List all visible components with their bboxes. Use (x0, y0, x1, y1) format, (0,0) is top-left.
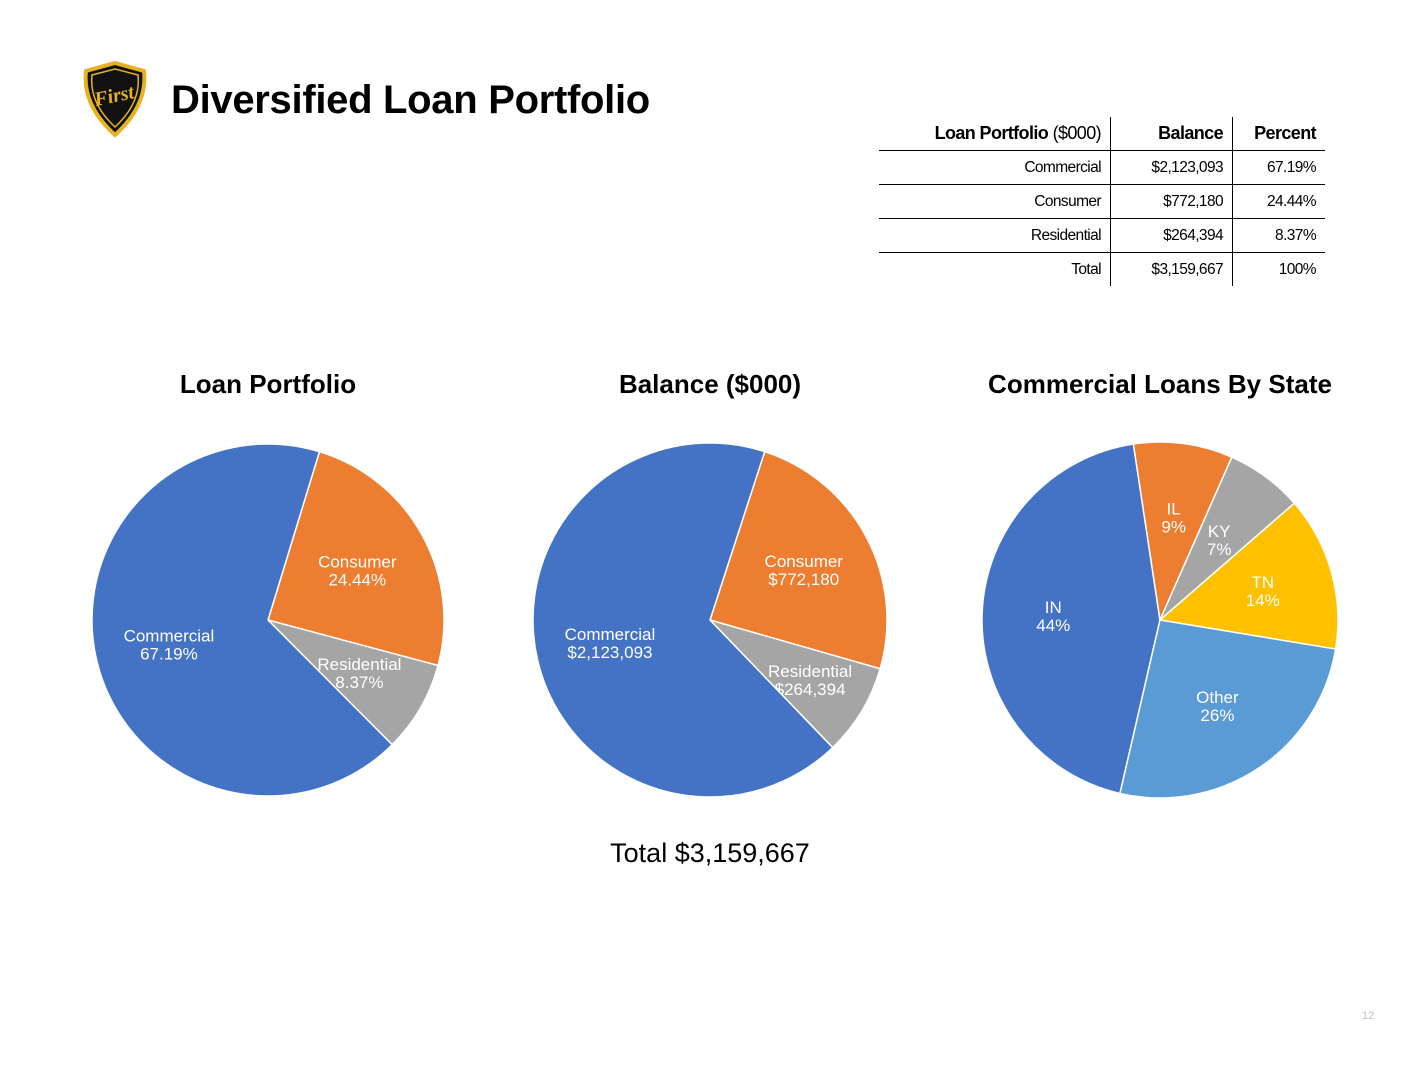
pie-slice-tn (1158, 502, 1339, 650)
slice-value: 26% (1200, 706, 1234, 725)
slice-label-il: IL 9% (1161, 500, 1186, 537)
slice-category: TN (1251, 573, 1274, 592)
table-row: Consumer $772,180 24.44% (879, 184, 1325, 219)
pie-slice-in (981, 443, 1161, 795)
total-balance-label: Total $3,159,667 (610, 838, 810, 868)
slice-label-tn: TN 14% (1246, 573, 1280, 610)
slice-category: IN (1045, 598, 1062, 617)
slice-value: $264,394 (775, 680, 846, 699)
row-percent: 24.44% (1232, 184, 1325, 219)
row-balance: $3,159,667 (1110, 252, 1233, 286)
slice-label-commercial: Commercial $2,123,093 (565, 625, 656, 662)
row-label: Residential (879, 218, 1111, 253)
chart-title-balance: Balance ($000) (618, 369, 802, 399)
row-percent: 100% (1232, 252, 1325, 286)
chart-title-loan-portfolio: Loan Portfolio (179, 369, 357, 399)
slice-category: IL (1167, 500, 1181, 519)
pie-slice-residential (265, 618, 439, 746)
slice-label-residential: Residential $264,394 (768, 662, 852, 699)
slice-value: 14% (1246, 591, 1280, 610)
header-unit: ($000) (1052, 123, 1102, 143)
slice-label-in: IN 44% (1036, 598, 1070, 635)
pie-chart-balance: Consumer $772,180 Residential $264,394 Comme… (532, 442, 888, 798)
pie-slice-other (1119, 619, 1337, 799)
slice-label-residential: Residential 8.37% (317, 655, 401, 692)
pie-slice-consumer (267, 450, 445, 667)
slice-category: Consumer (318, 552, 397, 571)
table-row-total: Total $3,159,667 100% (879, 252, 1325, 286)
pie-slice-commercial (91, 443, 394, 797)
table-row: Residential $264,394 8.37% (879, 218, 1325, 253)
table-header-row: Loan Portfolio ($000) Balance Percent (879, 117, 1325, 151)
pie-slice-consumer (709, 450, 888, 670)
row-label: Commercial (879, 150, 1111, 185)
row-label: Total (1071, 260, 1101, 278)
slice-value: 24.44% (328, 570, 386, 589)
header-balance: Balance (1110, 117, 1233, 151)
slice-category: Other (1196, 688, 1239, 707)
slice-value: 9% (1161, 518, 1186, 537)
table-row: Commercial $2,123,093 67.19% (879, 150, 1325, 185)
slice-value: 67.19% (140, 645, 198, 664)
header-percent: Percent (1232, 117, 1325, 151)
slice-label-consumer: Consumer $772,180 (765, 552, 844, 589)
loan-portfolio-table: Loan Portfolio ($000) Balance Percent Co… (879, 117, 1325, 286)
pie-chart-loan-portfolio: Consumer 24.44% Residential 8.37% Commercial… (91, 443, 445, 797)
row-balance: $772,180 (1110, 184, 1233, 219)
bank-logo: First (83, 60, 147, 138)
slice-value: 8.37% (335, 673, 383, 692)
slice-value: 7% (1207, 540, 1232, 559)
slice-category: Commercial (565, 625, 656, 644)
page-title: Diversified Loan Portfolio (171, 78, 650, 122)
slice-category: Consumer (765, 552, 844, 571)
pie-slice-il (1132, 441, 1233, 623)
slice-label-consumer: Consumer 24.44% (318, 552, 397, 589)
slice-label-ky: KY 7% (1207, 522, 1232, 559)
slice-label-other: Other 26% (1196, 688, 1239, 725)
page-number: 12 (1362, 1010, 1375, 1022)
row-balance: $2,123,093 (1110, 150, 1233, 185)
slice-value: 44% (1036, 616, 1070, 635)
slice-category: KY (1208, 522, 1231, 541)
pie-slice-commercial (532, 442, 834, 798)
pie-slice-residential (707, 618, 882, 749)
header-loan-portfolio: Loan Portfolio ($000) (879, 117, 1111, 151)
pie-chart-commercial-by-state: IN 44% IL 9% KY 7% TN 14% Other 26% (981, 441, 1339, 799)
row-label: Consumer (879, 184, 1111, 219)
slice-category: Commercial (124, 627, 215, 646)
chart-title-commercial-by-state: Commercial Loans By State (988, 369, 1332, 399)
slice-category: Residential (317, 655, 401, 674)
row-percent: 8.37% (1232, 218, 1325, 253)
row-balance: $264,394 (1110, 218, 1233, 253)
slice-value: $772,180 (768, 570, 839, 589)
header-label: Loan Portfolio (934, 123, 1049, 143)
slice-category: Residential (768, 662, 852, 681)
slice-value: $2,123,093 (567, 643, 652, 662)
row-percent: 67.19% (1232, 150, 1325, 185)
slice-label-commercial: Commercial 67.19% (124, 627, 215, 664)
